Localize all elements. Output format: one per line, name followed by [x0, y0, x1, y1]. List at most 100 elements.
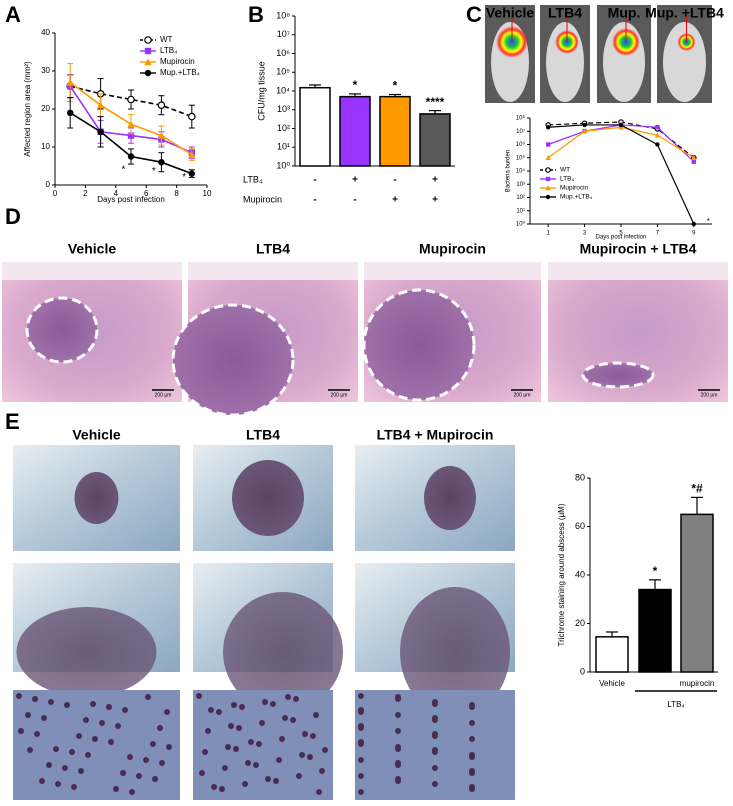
cell [265, 776, 271, 782]
bar [299, 86, 331, 167]
cell [53, 746, 59, 752]
image-caption: LTB4 [246, 427, 280, 443]
scale-bar-label: 200 μm [155, 392, 172, 398]
abscess [74, 472, 119, 524]
annotation: * [707, 217, 710, 226]
legend-label: Mup.+LTB₄ [160, 68, 200, 77]
y-axis-label: Affected region area (mm²) [23, 61, 32, 157]
scale-bar-label: 200 μm [701, 392, 718, 398]
cell [395, 694, 401, 700]
cell [469, 784, 475, 790]
annotation: * [182, 172, 186, 183]
panel-label: C [466, 2, 482, 27]
cell [296, 773, 302, 779]
x-tick-label: Vehicle [599, 679, 625, 688]
cell [313, 712, 319, 718]
marker [546, 142, 551, 147]
cell [395, 744, 401, 750]
cell [120, 770, 126, 776]
y-tick-label: 10² [516, 195, 525, 201]
y-tick-label: 10⁷ [516, 128, 525, 135]
cell [115, 723, 121, 729]
cell [242, 781, 248, 787]
cell [282, 715, 288, 721]
panel-label: D [5, 204, 21, 229]
cell [55, 781, 61, 787]
image-caption: LTB4 + Mupirocin [377, 427, 494, 443]
abscess-outline [581, 361, 655, 389]
cell [62, 765, 68, 771]
legend-marker [545, 176, 551, 182]
cell [71, 784, 77, 790]
marker [97, 128, 104, 135]
abscess [173, 305, 293, 415]
legend-marker [144, 36, 152, 44]
bar [379, 95, 411, 167]
cell [199, 770, 205, 776]
y-tick-label: 10³ [277, 104, 290, 114]
condition-value: + [352, 175, 358, 186]
cell [358, 723, 364, 729]
cell [136, 773, 142, 779]
skin-layer [188, 262, 358, 280]
abscess [400, 587, 510, 717]
cell [78, 768, 84, 774]
condition-value: + [432, 195, 438, 206]
y-tick-label: 10⁶ [276, 48, 290, 58]
panel-label: E [5, 409, 20, 434]
y-tick-label: 10 [41, 142, 50, 151]
abscess-outline [362, 288, 476, 402]
cell [64, 702, 70, 708]
cell [310, 733, 316, 739]
cell [469, 736, 475, 742]
cell [432, 747, 438, 753]
condition-value: - [313, 175, 316, 186]
cell [395, 712, 401, 718]
x-tick-label: 4 [114, 189, 119, 198]
cell [34, 731, 40, 737]
cell [299, 752, 305, 758]
cell [127, 754, 133, 760]
cell [469, 768, 475, 774]
image-caption: Vehicle [68, 241, 116, 257]
x-tick-label: 0 [53, 189, 58, 198]
cell [92, 736, 98, 742]
legend-label: LTB₄ [160, 46, 177, 55]
cell [253, 762, 259, 768]
cell [358, 739, 364, 745]
cell [285, 694, 291, 700]
cell [216, 709, 222, 715]
cell [41, 715, 47, 721]
cell [106, 704, 112, 710]
y-tick-label: 40 [575, 569, 585, 579]
abscess [223, 592, 343, 712]
image-caption: Vehicle [72, 427, 120, 443]
cell [228, 723, 234, 729]
significance-label: * [353, 78, 358, 92]
cell [196, 693, 202, 699]
bar [419, 113, 451, 167]
cell [150, 741, 156, 747]
cell [236, 725, 242, 731]
cell [231, 702, 237, 708]
abscess [232, 460, 304, 536]
cell [159, 760, 165, 766]
cell [395, 728, 401, 734]
cell [293, 696, 299, 702]
bar [339, 95, 371, 167]
cell [432, 731, 438, 737]
cell [273, 778, 279, 784]
y-tick-label: 10² [277, 123, 290, 133]
significance-label: *# [691, 482, 703, 496]
y-tick-label: 80 [575, 472, 585, 482]
marker [691, 221, 696, 227]
legend-label: WT [160, 35, 173, 44]
cell [276, 757, 282, 763]
cell [262, 699, 268, 705]
cell [302, 731, 308, 737]
trichrome-image [193, 690, 333, 800]
bar [595, 636, 629, 673]
cell [358, 693, 364, 699]
legend-label: Mupirocin [160, 57, 195, 66]
marker [188, 112, 196, 121]
